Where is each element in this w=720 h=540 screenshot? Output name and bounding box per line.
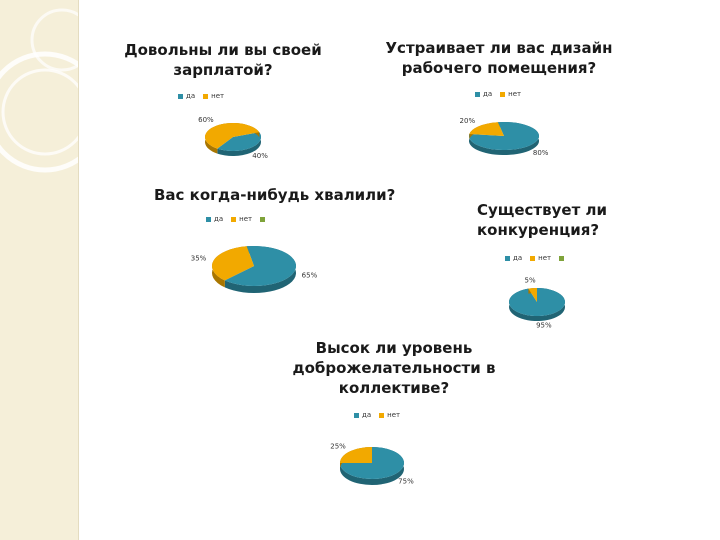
- pie-data-label: 40%: [252, 152, 268, 160]
- chart-legend: да нет: [505, 254, 565, 262]
- pie-slice-нет: [469, 122, 504, 136]
- pie-data-label: 60%: [198, 116, 214, 124]
- chart-goodwill: Высок ли уровень доброжелательности в ко…: [284, 338, 504, 498]
- chart-title: Вас когда-нибудь хвалили?: [154, 186, 396, 204]
- pie-slice-да: [217, 132, 261, 151]
- pie-slice-side-да: [224, 246, 296, 293]
- pie-slice-да: [224, 246, 296, 286]
- legend-no-swatch: [379, 412, 385, 418]
- legend-no-swatch: [530, 255, 536, 261]
- pie-data-label: 35%: [191, 255, 207, 263]
- sidebar-circles: [0, 8, 78, 173]
- legend-yes-label: да: [513, 254, 523, 262]
- chart-legend: да нет: [354, 411, 400, 419]
- pie-data-label: 80%: [533, 149, 549, 157]
- pie-data-label: 25%: [330, 442, 346, 450]
- chart-legend: да нет: [178, 92, 224, 100]
- pie-chart: 75% 25%: [330, 442, 414, 486]
- legend-yes-swatch: [206, 216, 211, 222]
- chart-legend: да нет: [206, 215, 266, 223]
- chart-salary: Довольны ли вы своей зарплатой? да нет 4…: [123, 40, 323, 160]
- legend-yes-swatch: [354, 412, 359, 418]
- chart-workspace-design: Устраивает ли вас дизайн рабочего помеще…: [379, 38, 619, 168]
- legend-yes-label: да: [362, 411, 372, 419]
- legend-yes-swatch: [178, 93, 183, 99]
- chart-legend: да нет: [475, 90, 521, 98]
- pie-chart: 65% 35%: [191, 246, 318, 293]
- legend-no-swatch: [203, 93, 209, 99]
- legend-yes-swatch: [505, 255, 510, 261]
- chart-title: Устраивает ли вас дизайн рабочего помеще…: [385, 39, 613, 77]
- legend-no-label: нет: [508, 90, 522, 98]
- legend-no-label: нет: [538, 254, 552, 262]
- pie-slice-нет: [340, 447, 372, 463]
- pie-data-label: 65%: [302, 271, 318, 279]
- decorative-sidebar: [0, 0, 79, 540]
- legend-no-label: нет: [387, 411, 401, 419]
- pie-data-label: 20%: [460, 117, 476, 125]
- legend-no-label: нет: [211, 92, 225, 100]
- legend-yes-swatch: [475, 91, 480, 97]
- legend-extra-swatch: [260, 216, 266, 222]
- legend-extra-swatch: [559, 255, 565, 261]
- pie-slice-нет: [528, 288, 537, 302]
- legend-yes-label: да: [214, 215, 224, 223]
- legend-no-swatch: [500, 91, 506, 97]
- pie-slice-side-да: [217, 132, 261, 156]
- chart-praise: Вас когда-нибудь хвалили? да нет 65% 35%: [154, 185, 396, 305]
- pie-slice-нет: [212, 246, 254, 281]
- pie-chart: 95% 5%: [509, 276, 565, 330]
- legend-yes-label: да: [186, 92, 196, 100]
- pie-chart: 80% 20%: [460, 117, 549, 157]
- pie-data-label: 5%: [525, 276, 536, 284]
- pie-chart: 40% 60%: [198, 116, 268, 160]
- legend-yes-label: да: [483, 90, 493, 98]
- chart-title: Высок ли уровень доброжелательности в ко…: [292, 339, 496, 397]
- chart-title: Существует ли конкуренция?: [477, 201, 607, 239]
- chart-competition: Существует ли конкуренция? да нет 95% 5%: [477, 200, 677, 340]
- pie-data-label: 75%: [398, 478, 414, 486]
- slide-content: Довольны ли вы своей зарплатой? да нет 4…: [79, 0, 720, 540]
- legend-no-swatch: [231, 216, 237, 222]
- pie-data-label: 95%: [536, 322, 552, 330]
- chart-title: Довольны ли вы своей зарплатой?: [124, 41, 322, 79]
- pie-slice-нет: [205, 123, 260, 149]
- legend-no-label: нет: [239, 215, 253, 223]
